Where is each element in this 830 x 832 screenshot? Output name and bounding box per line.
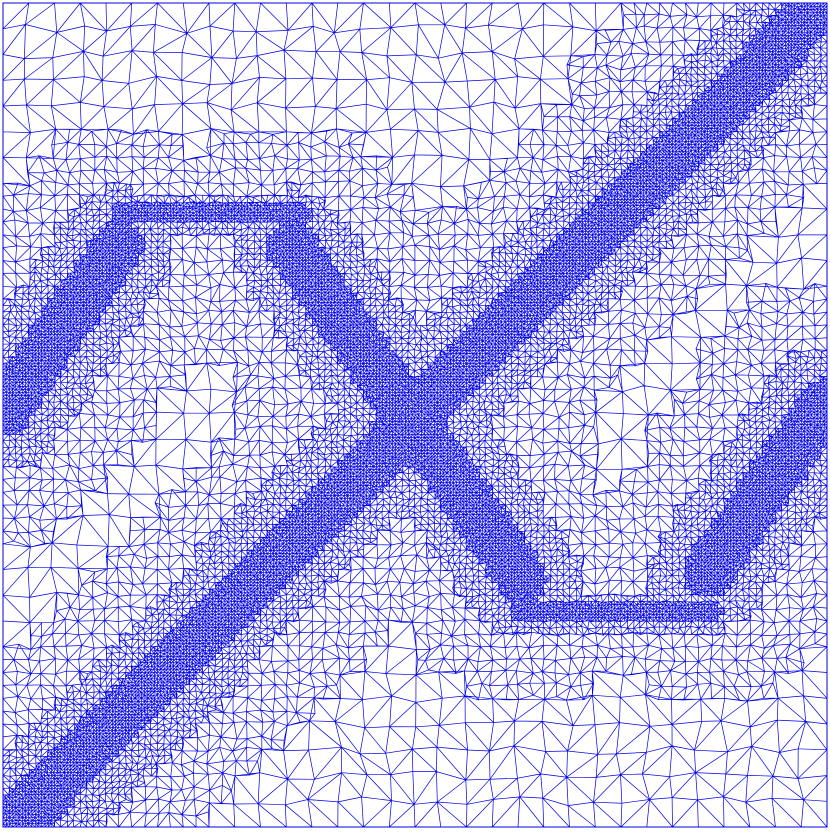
mesh-view bbox=[2, 2, 828, 828]
mesh bbox=[2, 2, 828, 828]
mesh-boundary bbox=[2, 2, 828, 828]
page: (() => { const data = JSON.parse(documen… bbox=[2, 2, 828, 828]
